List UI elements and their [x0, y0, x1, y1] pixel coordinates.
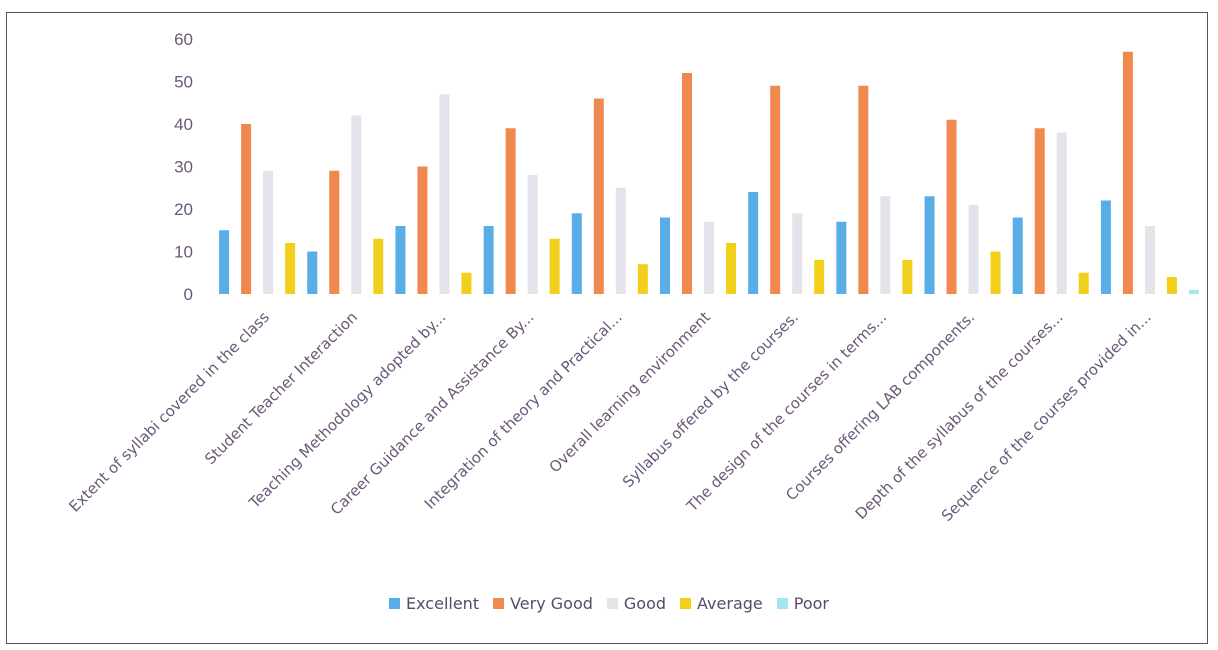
bar-excellent: [571, 213, 582, 294]
bar-good: [1056, 132, 1067, 294]
x-tick-label: Extent of syllabi covered in the class: [65, 308, 273, 516]
bar-poor: [1188, 289, 1199, 294]
bar-average: [902, 260, 913, 294]
bar-average: [637, 264, 648, 294]
legend-swatch: [606, 598, 618, 609]
bar-average: [726, 243, 736, 294]
bar-good: [615, 187, 626, 294]
bar-good: [439, 94, 450, 294]
bar-very-good: [1034, 128, 1045, 294]
x-tick-label: Courses offering LAB components.: [782, 308, 978, 504]
bar-good: [968, 204, 979, 294]
bar-very-good: [593, 98, 604, 294]
x-tick-label: Overall learning environment: [546, 308, 714, 476]
bar-excellent: [1012, 217, 1023, 294]
y-tick-label: 0: [184, 285, 193, 304]
bar-very-good: [329, 170, 340, 294]
x-tick-label: Career Guidance and Assistance By...: [327, 308, 537, 518]
legend-swatch: [680, 598, 692, 609]
y-tick-label: 50: [174, 73, 193, 92]
bar-excellent: [307, 251, 318, 294]
x-tick-label: Integration of theory and Practical...: [421, 308, 626, 513]
bar-excellent: [483, 226, 494, 294]
bar-average: [1078, 272, 1089, 294]
bar-good: [1144, 226, 1155, 294]
y-tick-label: 30: [174, 158, 193, 177]
x-axis: Extent of syllabi covered in the classSt…: [65, 308, 1154, 525]
legend-item-very-good: Very Good: [493, 594, 593, 613]
legend-item-average: Average: [680, 594, 763, 613]
bar-good: [792, 213, 803, 294]
bar-very-good: [505, 128, 516, 294]
legend-label: Excellent: [406, 594, 480, 613]
x-tick-label: Syllabus offered by the courses.: [619, 308, 802, 491]
legend-swatch: [389, 598, 400, 609]
bar-excellent: [748, 192, 759, 294]
bar-excellent: [924, 196, 935, 294]
y-tick-label: 60: [174, 30, 193, 49]
bar-very-good: [241, 124, 252, 294]
legend: Excellent Very Good Good Average Poor: [0, 594, 1218, 613]
bar-very-good: [770, 85, 781, 294]
x-tick-label: Student Teacher Interaction: [201, 308, 361, 468]
bar-average: [549, 238, 560, 294]
bar-average: [990, 251, 1001, 294]
legend-swatch: [493, 598, 505, 609]
legend-label: Very Good: [510, 594, 593, 613]
bars: [219, 51, 1199, 294]
bar-good: [351, 115, 362, 294]
bar-average: [373, 238, 384, 294]
bar-very-good: [682, 73, 692, 294]
legend-label: Average: [697, 594, 763, 613]
bar-average: [285, 243, 296, 294]
bar-very-good: [1122, 51, 1133, 294]
y-axis: 0 10 20 30 40 50 60: [174, 30, 193, 304]
bar-excellent: [660, 217, 670, 294]
x-tick-label: Teaching Methodology adopted by...: [245, 308, 449, 512]
legend-item-poor: Poor: [776, 594, 829, 613]
bar-very-good: [946, 119, 957, 294]
bar-excellent: [395, 226, 406, 294]
bar-good: [704, 221, 714, 294]
y-tick-label: 10: [174, 243, 193, 262]
y-tick-label: 40: [174, 115, 193, 134]
bar-very-good: [417, 166, 428, 294]
bar-average: [1166, 277, 1177, 294]
bar-excellent: [1100, 200, 1111, 294]
bar-excellent: [219, 230, 230, 294]
bar-good: [527, 175, 538, 294]
legend-item-excellent: Excellent: [389, 594, 479, 613]
legend-item-good: Good: [606, 594, 667, 613]
x-tick-label: The design of the courses in terms...: [683, 308, 891, 516]
bar-average: [461, 272, 472, 294]
bar-excellent: [836, 221, 847, 294]
legend-label: Good: [623, 594, 667, 613]
legend-swatch: [776, 598, 788, 609]
bar-very-good: [858, 85, 869, 294]
bar-good: [880, 196, 891, 294]
legend-label: Poor: [793, 594, 829, 613]
bar-average: [814, 260, 825, 294]
y-tick-label: 20: [174, 200, 193, 219]
chart-frame: [6, 12, 1208, 644]
bar-good: [263, 170, 274, 294]
